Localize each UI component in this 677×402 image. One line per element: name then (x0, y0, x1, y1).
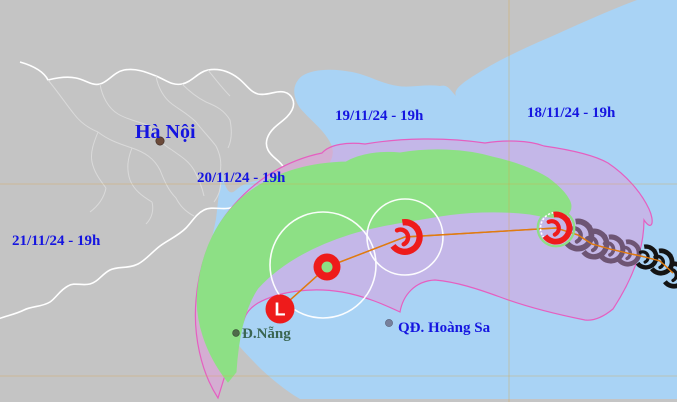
svg-text:18/11/24 - 19h: 18/11/24 - 19h (527, 105, 616, 121)
svg-text:20/11/24 - 19h: 20/11/24 - 19h (197, 170, 286, 186)
svg-text:L: L (275, 300, 286, 320)
svg-text:QĐ. Hoàng Sa: QĐ. Hoàng Sa (398, 320, 491, 336)
svg-text:19/11/24 - 19h: 19/11/24 - 19h (335, 108, 424, 124)
svg-text:Hà Nội: Hà Nội (135, 121, 196, 143)
svg-text:Đ.Nẵng: Đ.Nẵng (242, 326, 291, 342)
svg-text:21/11/24 - 19h: 21/11/24 - 19h (12, 233, 101, 249)
